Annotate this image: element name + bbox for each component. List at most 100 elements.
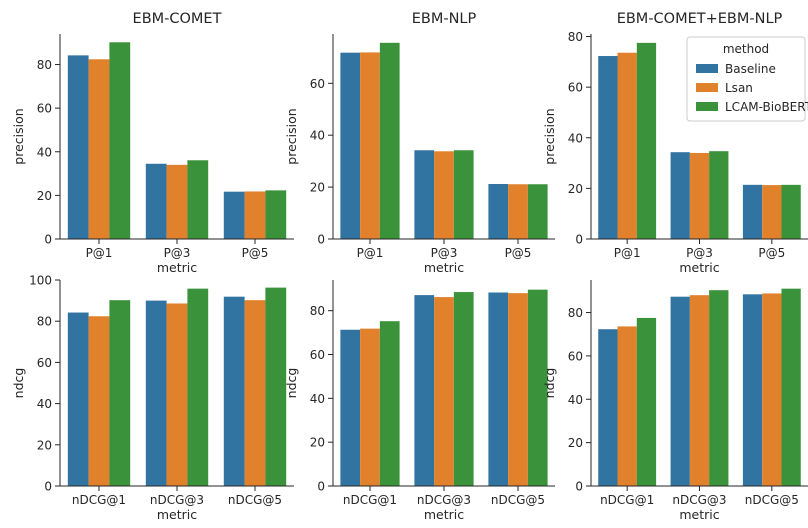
bar-p3-baseline	[670, 152, 690, 239]
bar-ndcg3-baseline	[414, 295, 435, 486]
y-tick-label: 100	[29, 274, 52, 288]
y-axis-label: ndcg	[284, 368, 299, 399]
y-tick-label: 80	[568, 306, 583, 320]
y-tick-label: 20	[37, 438, 52, 452]
y-tick-label: 60	[310, 348, 325, 362]
x-tick-label: nDCG@3	[672, 493, 726, 507]
chart-panel-6: 0 20 40 60 80 nDCG@1 nDCG@3 nDCG@5 metric ndcg	[542, 280, 808, 522]
bar-ndcg3-lcam-biobert	[453, 292, 474, 486]
bar-ndcg1-lsan	[617, 326, 637, 486]
bar-ndcg3-lsan	[689, 295, 710, 486]
y-tick-label: 0	[575, 233, 583, 247]
y-axis-label: ndcg	[11, 368, 26, 399]
chart-title: EBM-NLP	[412, 11, 477, 27]
y-tick-label: 60	[310, 77, 325, 91]
y-axis-label: ndcg	[542, 368, 557, 399]
y-tick-label: 60	[568, 81, 583, 95]
bar-p3-lcam-biobert	[187, 160, 209, 239]
x-tick-label: P@5	[758, 246, 785, 260]
y-tick-label: 20	[310, 436, 325, 450]
bar-p1-lcam-biobert	[379, 42, 400, 239]
legend-box	[686, 36, 806, 122]
bar-p3-baseline	[145, 163, 167, 239]
bar-p1-baseline	[67, 55, 89, 239]
chart-panel-2: EBM-NLP 0 20 40 60 P@1 P@3 P@5 metric precision	[284, 11, 555, 275]
bar-p1-baseline	[340, 52, 361, 239]
bar-ndcg1-baseline	[598, 329, 618, 486]
x-tick-label: P@1	[614, 246, 641, 260]
bar-ndcg5-lsan	[508, 293, 528, 486]
bar-p1-lsan	[88, 59, 110, 240]
chart-panel-5: 0 20 40 60 80 nDCG@1 nDCG@3 nDCG@5 metric ndcg	[284, 280, 555, 522]
y-axis-label: precision	[11, 108, 26, 164]
legend: method Baseline Lsan LCAM-BioBERT	[686, 36, 808, 122]
y-tick-label: 40	[310, 392, 325, 406]
x-axis-label: metric	[157, 507, 197, 522]
y-tick-label: 80	[37, 315, 52, 329]
legend-title: method	[723, 42, 769, 56]
chart-panel-4: 0 20 40 60 80 100 nDCG@1 nDCG@3 nDCG@5 metric ndcg	[11, 274, 294, 522]
y-tick-label: 0	[44, 233, 52, 247]
bar-p5-lcam-biobert	[265, 190, 287, 239]
bar-ndcg3-lsan	[434, 297, 454, 486]
bar-ndcg5-baseline	[223, 296, 245, 486]
bar-p3-lsan	[434, 151, 454, 239]
y-tick-label: 0	[317, 480, 325, 494]
y-tick-label: 60	[568, 349, 583, 363]
legend-swatch-lcam-biobert	[696, 102, 718, 111]
bar-ndcg5-lcam-biobert	[781, 288, 801, 486]
bar-ndcg3-lcam-biobert	[709, 290, 729, 486]
bar-ndcg1-lsan	[88, 316, 110, 486]
chart-title: EBM-COMET+EBM-NLP	[617, 11, 783, 27]
bar-p3-lcam-biobert	[709, 151, 729, 239]
x-tick-label: P@3	[431, 246, 458, 260]
y-tick-label: 40	[37, 145, 52, 159]
bar-ndcg5-baseline	[488, 292, 509, 486]
bar-ndcg3-baseline	[145, 300, 167, 486]
y-tick-label: 40	[568, 393, 583, 407]
y-tick-label: 40	[568, 131, 583, 145]
bar-ndcg3-lsan	[166, 303, 188, 486]
bar-ndcg1-lcam-biobert	[636, 317, 657, 486]
bar-ndcg5-lsan	[762, 293, 782, 486]
x-axis-label: metric	[679, 260, 719, 275]
y-tick-label: 40	[37, 397, 52, 411]
y-tick-label: 0	[44, 480, 52, 494]
bar-ndcg1-lsan	[360, 328, 380, 486]
x-axis-label: metric	[679, 507, 719, 522]
x-tick-label: nDCG@5	[491, 493, 545, 507]
x-tick-label: nDCG@5	[228, 493, 282, 507]
bar-p5-baseline	[488, 183, 509, 239]
legend-label-lsan: Lsan	[725, 81, 753, 95]
legend-swatch-baseline	[696, 64, 718, 73]
y-tick-label: 60	[37, 102, 52, 116]
y-tick-label: 20	[37, 189, 52, 203]
x-tick-label: P@3	[686, 246, 713, 260]
bar-ndcg1-lcam-biobert	[379, 321, 400, 486]
bar-p1-lsan	[617, 52, 637, 239]
bar-ndcg3-baseline	[670, 296, 690, 486]
x-tick-label: nDCG@1	[600, 493, 654, 507]
bar-ndcg3-lcam-biobert	[187, 288, 209, 486]
bar-p5-lsan	[244, 191, 266, 239]
bar-ndcg1-baseline	[340, 329, 361, 486]
bar-p1-lsan	[360, 52, 380, 240]
y-tick-label: 20	[310, 181, 325, 195]
bar-p3-lcam-biobert	[453, 150, 474, 239]
bar-p1-lcam-biobert	[109, 42, 131, 240]
bar-p5-lsan	[762, 185, 782, 239]
x-axis-label: metric	[424, 260, 464, 275]
y-tick-label: 20	[568, 436, 583, 450]
x-tick-label: P@3	[164, 246, 191, 260]
bar-p5-lcam-biobert	[781, 184, 801, 239]
bar-ndcg5-lsan	[244, 300, 266, 486]
x-tick-label: P@1	[357, 246, 384, 260]
bar-p5-baseline	[223, 191, 245, 239]
y-tick-label: 60	[37, 356, 52, 370]
legend-label-baseline: Baseline	[725, 62, 776, 76]
bar-ndcg1-lcam-biobert	[109, 300, 131, 486]
y-tick-label: 0	[317, 233, 325, 247]
bar-p5-lcam-biobert	[527, 184, 548, 239]
